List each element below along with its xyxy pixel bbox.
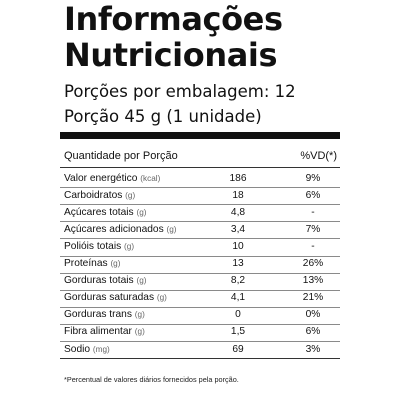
nutrient-name: Açúcares adicionados (g) <box>64 224 177 236</box>
nutrient-amount: 69 <box>232 343 244 355</box>
nutrient-amount: 13 <box>232 258 244 269</box>
nutrient-name-text: Gorduras totais <box>64 275 134 287</box>
nutrient-amount: 18 <box>232 189 244 201</box>
nutrient-name-text: Sodio <box>64 343 91 355</box>
nutrient-unit: (g) <box>124 241 135 251</box>
nutrient-unit: (g) <box>125 190 136 200</box>
nutrient-name: Gorduras trans (g) <box>64 309 145 321</box>
nutrient-name: Carboidratos (g) <box>64 190 135 202</box>
nutrient-name-text: Açúcares adicionados <box>64 223 164 235</box>
serving-size: Porção 45 g (1 unidade) <box>64 107 262 126</box>
nutrition-facts-panel: Informações Nutricionais Porções por emb… <box>60 0 340 400</box>
row-divider <box>60 238 340 239</box>
row-divider <box>60 273 340 274</box>
nutrient-amount: 4,1 <box>230 292 246 304</box>
daily-value-footnote: *Percentual de valores diários fornecido… <box>64 375 239 384</box>
nutrient-amount: 1,5 <box>230 326 246 338</box>
nutrient-name-text: Proteínas <box>64 258 108 269</box>
nutrient-unit: (g) <box>110 259 121 268</box>
nutrient-unit: (mg) <box>92 344 110 354</box>
nutrient-unit: (g) <box>136 207 147 217</box>
nutrient-daily-value: 0% <box>305 309 321 321</box>
row-divider <box>60 221 340 222</box>
row-divider <box>60 324 340 325</box>
nutrition-title: Informações Nutricionais <box>64 1 283 73</box>
nutrient-name-text: Polióis totais <box>64 240 122 252</box>
nutrient-unit: (kcal) <box>140 173 161 183</box>
nutrient-name-text: Gorduras saturadas <box>64 292 155 304</box>
nutrient-daily-value: - <box>311 240 315 252</box>
nutrient-name-text: Fibra alimentar <box>64 326 132 338</box>
row-divider <box>60 204 340 205</box>
serving-info: Porções por embalagem: 12 Porção 45 g (1… <box>64 79 296 129</box>
nutrient-amount: 3,4 <box>230 223 246 235</box>
nutrient-name: Gorduras saturadas (g) <box>64 292 167 304</box>
nutrient-amount: 8,2 <box>230 275 246 287</box>
nutrient-daily-value: - <box>311 206 315 218</box>
row-divider <box>60 341 340 342</box>
nutrient-name: Polióis totais (g) <box>64 241 134 253</box>
nutrient-name: Valor energético (kcal) <box>64 173 160 185</box>
nutrient-daily-value: 6% <box>305 189 321 201</box>
nutrient-name-text: Açúcares totais <box>64 206 134 218</box>
nutrient-unit: (g) <box>134 310 145 320</box>
nutrient-daily-value: 9% <box>305 172 321 184</box>
nutrient-daily-value: 3% <box>305 343 321 355</box>
nutrient-name: Fibra alimentar (g) <box>64 326 145 338</box>
thick-divider <box>60 132 340 139</box>
nutrient-name-text: Gorduras trans <box>64 309 132 321</box>
nutrient-name: Proteínas (g) <box>64 258 120 270</box>
row-divider <box>60 187 340 188</box>
nutrient-name: Gorduras totais (g) <box>64 275 147 287</box>
nutrient-name: Açúcares totais (g) <box>64 207 147 219</box>
title-line-1: Informações <box>64 0 283 38</box>
nutrient-amount: 4,8 <box>230 206 246 218</box>
row-divider <box>60 290 340 291</box>
nutrient-daily-value: 21% <box>302 292 324 304</box>
nutrient-amount: 10 <box>232 240 244 252</box>
nutrient-daily-value: 7% <box>305 223 321 235</box>
nutrient-unit: (g) <box>134 327 145 337</box>
row-divider <box>60 307 340 308</box>
nutrient-name-text: Valor energético <box>64 172 138 184</box>
nutrient-amount: 186 <box>229 172 247 184</box>
header-daily-value: %VD(*) <box>300 150 337 162</box>
title-line-2: Nutricionais <box>64 36 278 74</box>
nutrient-unit: (g) <box>136 276 147 286</box>
nutrient-name: Sodio (mg) <box>64 344 110 356</box>
nutrient-daily-value: 26% <box>302 258 324 269</box>
nutrient-unit: (g) <box>166 224 177 234</box>
nutrient-unit: (g) <box>156 293 167 303</box>
row-divider <box>60 358 340 359</box>
row-divider <box>60 256 340 257</box>
servings-per-package: Porções por embalagem: 12 <box>64 82 296 101</box>
nutrient-amount: 0 <box>235 309 241 321</box>
header-divider <box>60 167 340 168</box>
nutrient-daily-value: 13% <box>302 275 324 287</box>
header-quantity-per-serving: Quantidade por Porção <box>64 150 178 162</box>
nutrient-daily-value: 6% <box>305 326 321 338</box>
nutrient-name-text: Carboidratos <box>64 189 123 201</box>
